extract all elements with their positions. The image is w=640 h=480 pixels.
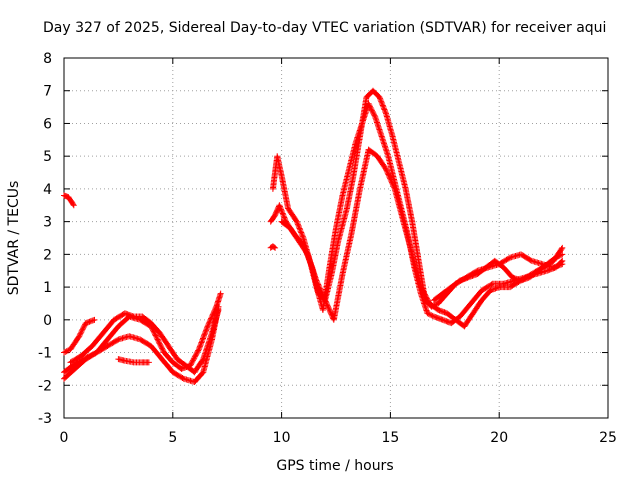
y-axis-label: SDTVAR / TECUs xyxy=(6,181,22,296)
series-markers xyxy=(430,251,566,304)
series-markers xyxy=(278,146,566,330)
y-tick-label: 0 xyxy=(43,313,52,329)
series-markers xyxy=(269,100,566,327)
series-trace-g xyxy=(267,243,279,251)
series-markers xyxy=(267,243,279,251)
y-tick-label: 5 xyxy=(43,149,52,165)
plot-frame xyxy=(63,57,609,419)
x-tick-label: 15 xyxy=(381,430,399,446)
y-tick-label: 1 xyxy=(43,280,52,296)
data-points xyxy=(61,87,566,385)
x-tick-label: 10 xyxy=(273,430,291,446)
y-tick-label: -2 xyxy=(38,378,52,394)
y-tick-label: -3 xyxy=(38,411,52,427)
x-tick-label: 5 xyxy=(168,430,177,446)
y-tick-label: 2 xyxy=(43,247,52,263)
y-tick-label: 7 xyxy=(43,84,52,100)
series-markers xyxy=(115,356,152,366)
series-markers xyxy=(61,316,98,356)
series-markers xyxy=(67,307,222,376)
y-tick-label: 3 xyxy=(43,215,52,231)
series-trace-j xyxy=(278,146,566,330)
axis-ticks: 0 5 10 15 20 25 -3 -2 -1 0 1 2 3 4 5 6 7 8 xyxy=(38,51,617,446)
x-axis-label: GPS time / hours xyxy=(276,458,393,474)
x-tick-label: 25 xyxy=(599,430,617,446)
series-trace-k xyxy=(430,251,566,304)
x-tick-label: 20 xyxy=(490,430,508,446)
series-trace-f xyxy=(115,356,152,366)
y-tick-label: 6 xyxy=(43,116,52,132)
y-tick-label: -1 xyxy=(38,346,52,362)
y-tick-label: 8 xyxy=(43,51,52,67)
series-trace-d xyxy=(61,303,222,385)
series-markers xyxy=(61,192,77,209)
series-trace-a xyxy=(61,192,77,209)
series-trace-i xyxy=(269,100,566,327)
series-trace-e xyxy=(67,307,222,376)
y-tick-label: 4 xyxy=(43,182,52,198)
series-markers xyxy=(61,303,222,385)
series-trace-b xyxy=(61,316,98,356)
chart-title: Day 327 of 2025, Sidereal Day-to-day VTE… xyxy=(43,20,606,36)
x-tick-label: 0 xyxy=(60,430,69,446)
